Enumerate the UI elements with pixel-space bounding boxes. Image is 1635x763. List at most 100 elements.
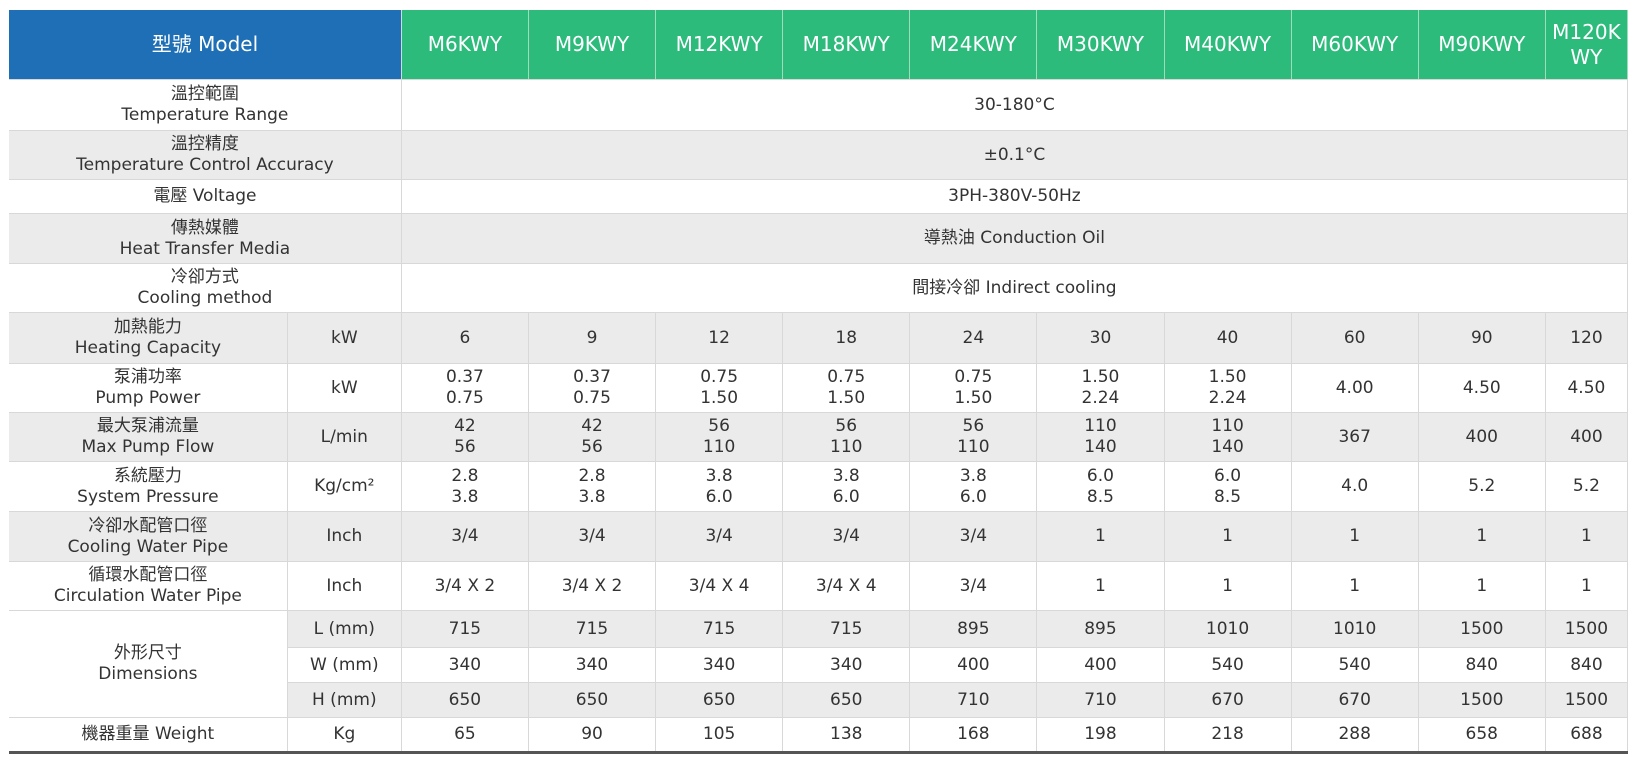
spec-value: 60 — [1291, 312, 1419, 364]
table-row: 溫控範圍 Temperature Range 30-180°C — [9, 79, 1629, 131]
spec-value: 1 — [1164, 511, 1292, 562]
spec-value: 4.50 — [1418, 363, 1546, 413]
table-row: 冷卻水配管口徑 Cooling Water Pipe Inch 3/4 3/4 3/4 3… — [9, 511, 1629, 562]
spec-value: 6.0 8.5 — [1036, 461, 1165, 512]
spec-value: 42 56 — [401, 412, 529, 462]
spec-unit: Inch — [287, 561, 402, 611]
spec-value: 670 — [1291, 682, 1419, 718]
spec-value: 540 — [1164, 647, 1292, 683]
spec-value: 42 56 — [528, 412, 657, 462]
spec-value: 3.8 6.0 — [909, 461, 1038, 512]
spec-value: 650 — [782, 682, 911, 718]
spec-value: 6.0 8.5 — [1164, 461, 1292, 512]
spec-value: 3/4 — [782, 511, 911, 562]
table-row: 最大泵浦流量 Max Pump Flow L/min 42 56 42 56 56 11… — [9, 412, 1629, 462]
spec-unit: kW — [287, 312, 402, 364]
spec-value: 30-180°C — [401, 79, 1629, 131]
spec-value: 3/4 X 4 — [655, 561, 784, 611]
model-header: 型號 Model — [9, 10, 402, 80]
spec-label: 溫控範圍 Temperature Range — [9, 79, 402, 131]
spec-value: 3PH-380V-50Hz — [401, 179, 1629, 214]
spec-value: 1.50 2.24 — [1164, 363, 1292, 413]
spec-value: 400 — [1545, 412, 1629, 462]
spec-value: 400 — [1036, 647, 1165, 683]
spec-value: 3.8 6.0 — [655, 461, 784, 512]
spec-value: 0.37 0.75 — [401, 363, 529, 413]
model-name: M24KWY — [909, 10, 1038, 80]
table-row: W (mm) 340 340 340 340 400 400 540 540 840 840 — [9, 647, 1629, 683]
spec-value: 540 — [1291, 647, 1419, 683]
spec-value: 688 — [1545, 717, 1629, 753]
spec-value: 3/4 — [909, 511, 1038, 562]
spec-value: 2.8 3.8 — [528, 461, 657, 512]
spec-value: 12 — [655, 312, 784, 364]
spec-unit: W (mm) — [287, 647, 402, 683]
table-row: 型號 Model M6KWY M9KWY M12KWY M18KWY M24KWY M30K… — [9, 10, 1629, 80]
spec-value: 4.00 — [1291, 363, 1419, 413]
spec-value: 658 — [1418, 717, 1546, 753]
spec-value: 715 — [401, 610, 529, 648]
spec-value: 3/4 — [655, 511, 784, 562]
spec-value: 1500 — [1545, 610, 1629, 648]
spec-value: 895 — [1036, 610, 1165, 648]
spec-value: 2.8 3.8 — [401, 461, 529, 512]
spec-value: 340 — [401, 647, 529, 683]
spec-value: 110 140 — [1036, 412, 1165, 462]
model-name: M60KWY — [1291, 10, 1419, 80]
spec-value: 1 — [1545, 511, 1629, 562]
model-name: M120K WY — [1545, 10, 1629, 80]
model-name: M18KWY — [782, 10, 911, 80]
spec-value: 1 — [1164, 561, 1292, 611]
spec-value: 24 — [909, 312, 1038, 364]
spec-value: 1 — [1291, 561, 1419, 611]
spec-value: 710 — [1036, 682, 1165, 718]
spec-value: 1500 — [1545, 682, 1629, 718]
spec-label: 冷卻水配管口徑 Cooling Water Pipe — [9, 511, 288, 562]
spec-label: 機器重量 Weight — [9, 717, 288, 753]
spec-label: 循環水配管口徑 Circulation Water Pipe — [9, 561, 288, 611]
table-row: 機器重量 Weight Kg 65 90 105 138 168 198 218 288 658 68… — [9, 717, 1629, 753]
spec-label: 冷卻方式 Cooling method — [9, 263, 402, 313]
spec-value: ±0.1°C — [401, 130, 1629, 180]
spec-value: 5.2 — [1418, 461, 1546, 512]
spec-value: 3/4 X 2 — [401, 561, 529, 611]
table-row: 循環水配管口徑 Circulation Water Pipe Inch 3/4 X … — [9, 561, 1629, 611]
spec-label: 系統壓力 System Pressure — [9, 461, 288, 512]
spec-value: 895 — [909, 610, 1038, 648]
table-row: 系統壓力 System Pressure Kg/cm² 2.8 3.8 2.8 3.8… — [9, 461, 1629, 512]
spec-value: 1 — [1418, 561, 1546, 611]
model-name: M12KWY — [655, 10, 784, 80]
spec-value: 340 — [782, 647, 911, 683]
spec-value: 3/4 X 2 — [528, 561, 657, 611]
spec-label: 最大泵浦流量 Max Pump Flow — [9, 412, 288, 462]
spec-unit: L (mm) — [287, 610, 402, 648]
spec-unit: H (mm) — [287, 682, 402, 718]
spec-value: 120 — [1545, 312, 1629, 364]
spec-value: 1010 — [1164, 610, 1292, 648]
spec-value: 1010 — [1291, 610, 1419, 648]
model-name: M9KWY — [528, 10, 657, 80]
spec-value: 3/4 — [909, 561, 1038, 611]
spec-unit: L/min — [287, 412, 402, 462]
table-row: 加熱能力 Heating Capacity kW 6 9 12 18 24 30 40 60 90 1… — [9, 312, 1629, 364]
spec-value: 3.8 6.0 — [782, 461, 911, 512]
spec-value: 9 — [528, 312, 657, 364]
table-row: 傳熱媒體 Heat Transfer Media 導熱油 Conduction O… — [9, 213, 1629, 264]
spec-unit: Kg — [287, 717, 402, 753]
spec-label: 加熱能力 Heating Capacity — [9, 312, 288, 364]
spec-value: 3/4 X 4 — [782, 561, 911, 611]
spec-value: 1 — [1545, 561, 1629, 611]
spec-label: 電壓 Voltage — [9, 179, 402, 214]
table-row: 外形尺寸 Dimensions L (mm) 715 715 715 715 895 895 1… — [9, 610, 1629, 718]
spec-value: 138 — [782, 717, 911, 753]
spec-value: 18 — [782, 312, 911, 364]
spec-label: 溫控精度 Temperature Control Accuracy — [9, 130, 402, 180]
spec-unit: Inch — [287, 511, 402, 562]
spec-value: 65 — [401, 717, 529, 753]
model-name: M30KWY — [1036, 10, 1165, 80]
spec-value: 0.75 1.50 — [655, 363, 784, 413]
spec-value: 650 — [655, 682, 784, 718]
spec-value: 110 140 — [1164, 412, 1292, 462]
spec-value: 218 — [1164, 717, 1292, 753]
spec-value: 1 — [1036, 511, 1165, 562]
